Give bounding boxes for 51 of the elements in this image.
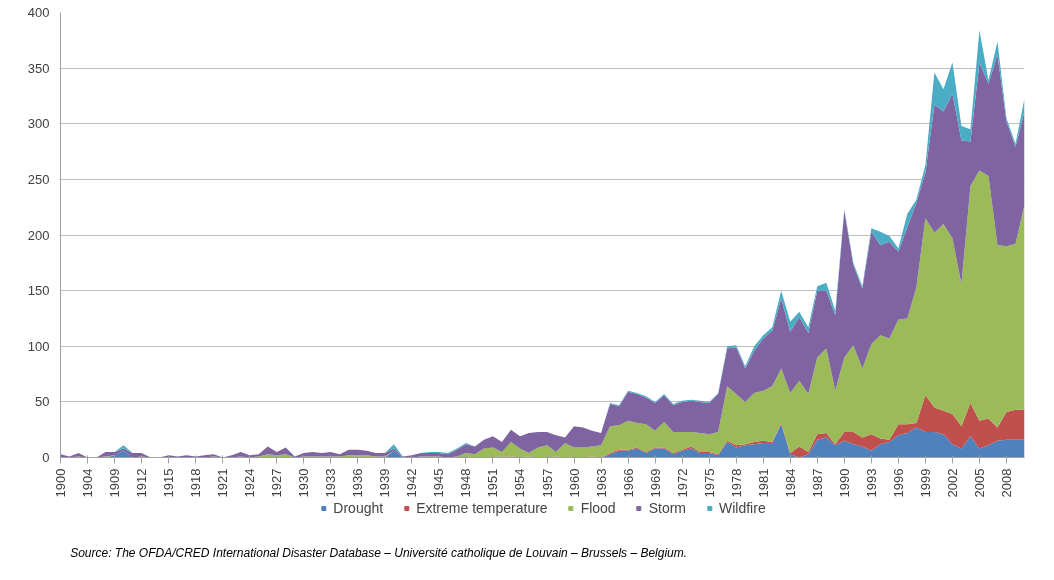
x-tick-label: 1945	[431, 468, 447, 498]
x-tick-label: 1993	[863, 468, 879, 498]
x-tick-label: 1915	[161, 468, 177, 498]
x-tick-label: 1960	[566, 468, 582, 498]
x-tick-label: 1975	[701, 468, 717, 498]
x-tick-label: 1927	[269, 468, 285, 498]
x-tick-label: 1978	[728, 468, 744, 498]
x-tick-label: 1912	[134, 468, 150, 498]
x-tick-label: 1987	[809, 468, 825, 498]
y-tick-label: 350	[27, 60, 50, 76]
x-tick-label: 1904	[80, 468, 96, 498]
x-tick-label: 1921	[215, 468, 231, 498]
x-tick-label: 1954	[512, 468, 528, 498]
x-tick-label: 1936	[350, 468, 366, 498]
legend-label: Flood	[580, 500, 616, 516]
x-tick-label: 2005	[971, 468, 987, 498]
x-tick-label: 1996	[890, 468, 906, 498]
y-tick-label: 200	[27, 227, 50, 243]
x-tick-label: 2008	[998, 468, 1014, 498]
x-tick-label: 1933	[323, 468, 339, 498]
x-tick-label: 1963	[593, 468, 609, 498]
x-tick-label: 1948	[458, 468, 474, 498]
x-tick-label: 1918	[188, 468, 204, 498]
legend-label: Storm	[648, 500, 687, 516]
x-tick-label: 1984	[782, 468, 798, 498]
x-tick-label: 1981	[755, 468, 771, 498]
x-tick-label: 1966	[620, 468, 636, 498]
x-tick-label: 1924	[242, 468, 258, 498]
y-tick-label: 400	[27, 5, 50, 20]
y-tick-label: 50	[35, 394, 50, 410]
x-tick-label: 1951	[485, 468, 501, 498]
source-note: Source: The OFDA/CRED International Disaster Database – Université catholique de Louvain – Brussels – Belgium.	[70, 546, 688, 560]
x-tick-label: 1999	[917, 468, 933, 498]
y-tick-label: 0	[42, 450, 50, 465]
x-tick-label: 1900	[53, 468, 68, 498]
x-tick-label: 1969	[647, 468, 663, 498]
x-tick-label: 1972	[674, 468, 690, 498]
x-tick-label: 1930	[296, 468, 312, 498]
x-tick-label: 2002	[944, 468, 960, 498]
legend-label: Extreme temperature	[416, 500, 548, 516]
y-tick-label: 300	[27, 116, 50, 132]
y-tick-label: 250	[27, 171, 50, 187]
y-tick-label: 100	[27, 338, 50, 354]
x-tick-label: 1942	[404, 468, 420, 498]
x-tick-label: 1909	[107, 468, 123, 498]
x-tick-label: 1957	[539, 468, 555, 498]
legend-label: Wildfire	[719, 500, 766, 516]
legend-label: Drought	[333, 500, 384, 516]
x-tick-label: 1939	[377, 468, 393, 498]
x-tick-label: 1990	[836, 468, 852, 498]
y-tick-label: 150	[27, 283, 50, 299]
